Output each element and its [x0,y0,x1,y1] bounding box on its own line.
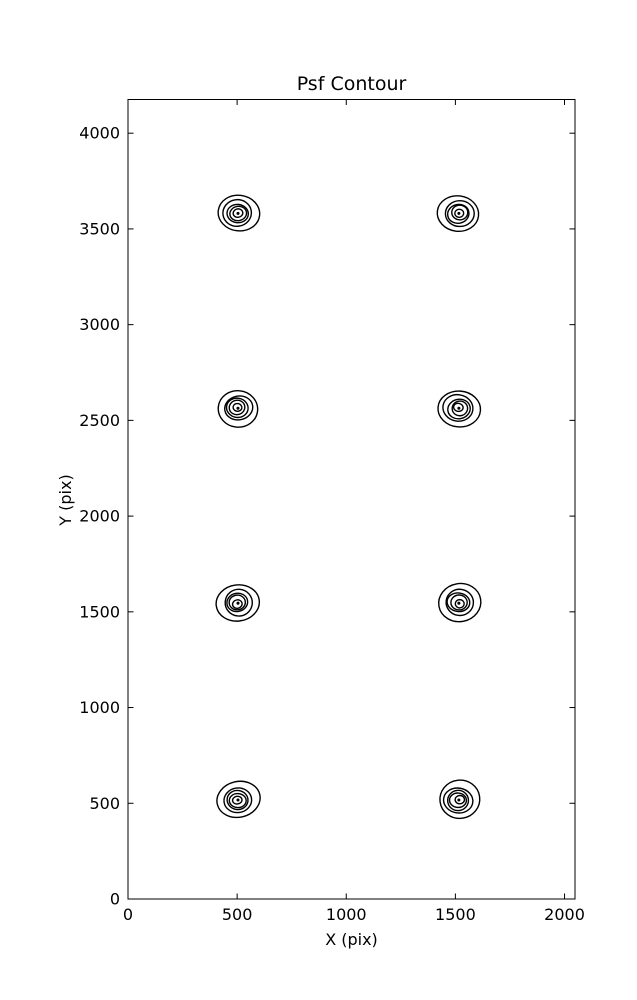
contour-center-dot [236,798,240,802]
x-tick-label: 2000 [544,905,585,924]
contour-ring [446,592,471,613]
contour-ring [437,582,482,623]
x-axis-label: X (pix) [325,930,378,949]
y-tick-label: 500 [89,794,120,813]
contour-center-dot [236,601,240,605]
contour-ring [446,203,470,225]
contour-ring [445,588,475,617]
contour-ring [436,195,480,233]
contour-center-dot [236,406,240,410]
contour-center-dot [457,211,461,215]
contour-center-dot [457,601,461,605]
contour-ring [232,402,243,412]
contour-ring [450,594,468,611]
contour-ring [229,205,248,222]
contour-ring [454,208,465,219]
contour-ring [217,194,261,232]
y-tick-label: 4000 [79,124,120,143]
contour-ring [228,594,247,611]
contour-center-dot [236,211,240,215]
contour-ring [439,779,481,820]
x-tick-label: 1000 [326,905,367,924]
contour-ring [228,792,247,809]
contour-ring [448,792,468,809]
contour-ring [216,780,261,819]
contour-ring [454,794,466,805]
y-tick-label: 2500 [79,411,120,430]
plot-border [127,99,576,900]
x-tick-label: 0 [123,905,133,924]
contour-ring [446,789,470,812]
contour-ring [222,198,253,227]
contour-ring [451,204,469,221]
contour-center-dot [457,798,461,802]
y-tick-label: 0 [110,890,120,909]
contour-ring [225,397,249,419]
contour-ring [231,795,243,805]
x-tick-label: 500 [222,905,253,924]
contour-ring [223,787,253,814]
x-tick-label: 1500 [435,905,476,924]
y-axis-label: Y (pix) [56,474,75,526]
y-tick-label: 1500 [79,602,120,621]
contour-ring [437,390,482,428]
y-tick-label: 3500 [79,219,120,238]
y-tick-label: 1000 [79,698,120,717]
contour-ring [444,199,475,228]
plot-generated-layer: 0 500 1000 1500 2000 0 500 1000 1500 2000 2500 3000… [79,99,585,924]
contour-ring [447,398,471,420]
contour-ring [228,399,246,416]
contour-ring [451,400,469,417]
contour-center-dot [457,406,461,410]
contour-ring [232,208,244,219]
y-tick-label: 3000 [79,315,120,334]
contour-ring [442,393,474,422]
contour-ring [442,787,474,814]
contour-ring [226,789,249,811]
chart-title: Psf Contour [297,73,407,95]
contour-ring [217,389,259,428]
contour-ring [231,599,243,610]
contour-ring [224,588,254,617]
contour-ring [454,598,465,609]
contour-ring [226,203,250,224]
contour-ring [452,402,464,413]
contour-ring [226,592,249,613]
y-tick-label: 2000 [79,507,120,526]
contour-ring [215,584,261,622]
contour-ring [224,395,254,421]
